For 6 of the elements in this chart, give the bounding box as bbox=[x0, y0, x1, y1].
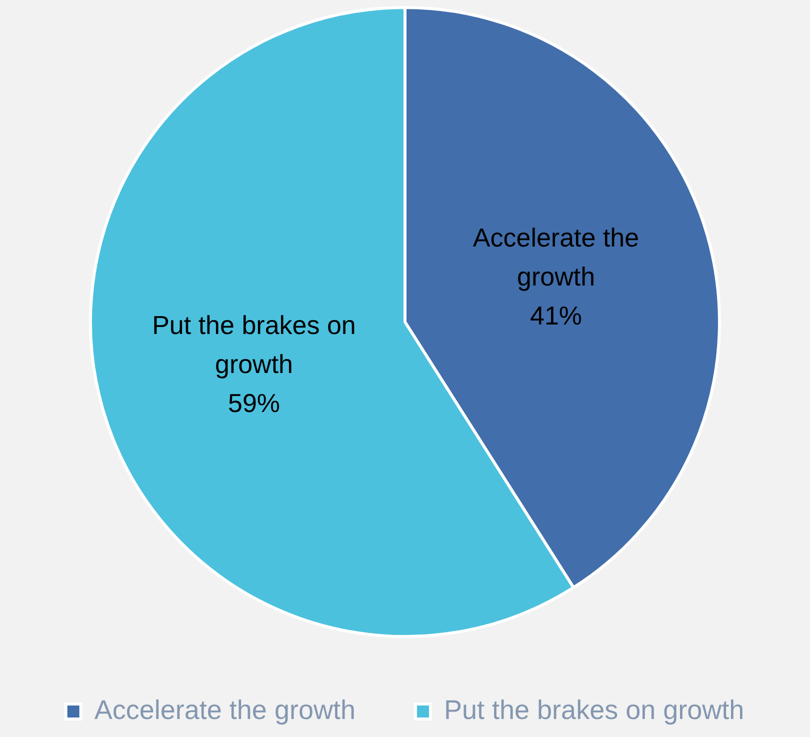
legend-label: Put the brakes on growth bbox=[444, 694, 744, 725]
legend-label: Accelerate the growth bbox=[94, 694, 356, 725]
data-label: 59% bbox=[228, 388, 280, 418]
slice-label: Put the brakes on growth bbox=[152, 310, 356, 380]
slice-label: Accelerate the growth bbox=[472, 222, 640, 292]
data-label: 41% bbox=[530, 300, 582, 330]
